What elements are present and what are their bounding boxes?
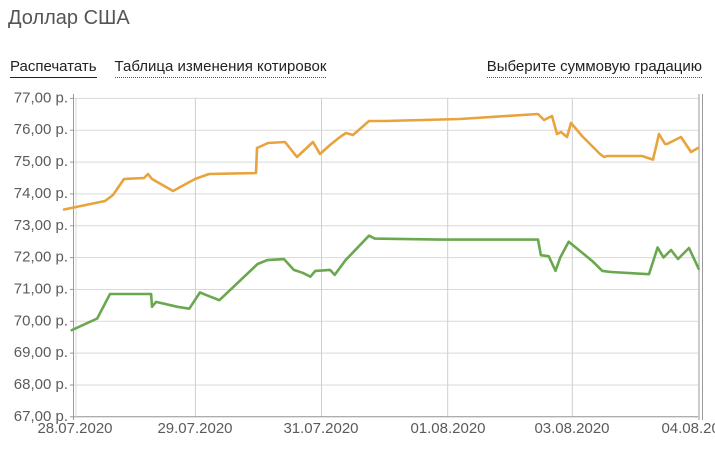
svg-text:75,00 р.: 75,00 р. bbox=[14, 153, 68, 170]
svg-text:69,00 р.: 69,00 р. bbox=[14, 344, 68, 361]
svg-text:04.08.2020: 04.08.2020 bbox=[661, 420, 715, 437]
svg-text:03.08.2020: 03.08.2020 bbox=[534, 420, 609, 437]
svg-text:70,00 р.: 70,00 р. bbox=[14, 312, 68, 329]
svg-text:71,00 р.: 71,00 р. bbox=[14, 280, 68, 297]
svg-text:28.07.2020: 28.07.2020 bbox=[37, 420, 112, 437]
svg-text:31.07.2020: 31.07.2020 bbox=[283, 420, 358, 437]
svg-text:76,00 р.: 76,00 р. bbox=[14, 121, 68, 138]
svg-text:73,00 р.: 73,00 р. bbox=[14, 217, 68, 234]
svg-text:68,00 р.: 68,00 р. bbox=[14, 376, 68, 393]
svg-text:74,00 р.: 74,00 р. bbox=[14, 185, 68, 202]
svg-text:72,00 р.: 72,00 р. bbox=[14, 249, 68, 266]
svg-text:77,00 р.: 77,00 р. bbox=[14, 89, 68, 106]
svg-text:29.07.2020: 29.07.2020 bbox=[157, 420, 232, 437]
svg-text:01.08.2020: 01.08.2020 bbox=[410, 420, 485, 437]
